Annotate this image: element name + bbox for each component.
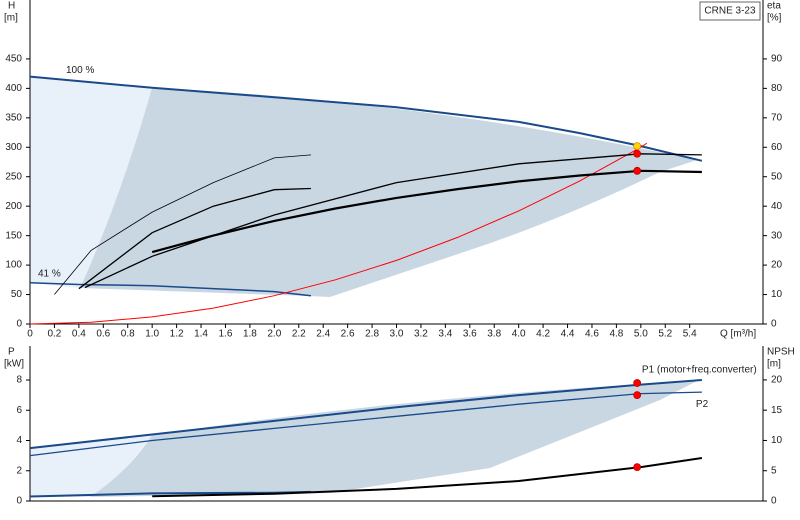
duty-point	[633, 379, 642, 387]
y-tick-label: 50	[11, 289, 23, 300]
y-axis-label: P	[8, 347, 15, 358]
axis-frame	[29, 346, 764, 502]
curve	[29, 379, 702, 450]
chart-title: CRNE 3-23	[704, 6, 756, 17]
y2-tick-label: 10	[771, 435, 783, 446]
x-tick-label: 3.2	[414, 329, 428, 340]
y-tick-label: 450	[5, 54, 22, 65]
y2-tick-label: 0	[771, 496, 777, 507]
y2-axis-label: NPSH	[767, 347, 795, 358]
x-tick-label: 4.6	[585, 329, 599, 340]
y-tick-label: 6	[16, 405, 22, 416]
x-tick-label: 4.8	[609, 329, 623, 340]
curve-label: 100 %	[66, 65, 94, 76]
x-tick-label: 4.2	[536, 329, 550, 340]
curve-label: 41 %	[38, 268, 61, 279]
x-tick-label: 4.0	[512, 329, 526, 340]
x-tick-label: 5.4	[683, 329, 697, 340]
curve	[29, 75, 703, 162]
x-tick-label: 3.4	[438, 329, 452, 340]
y2-axis-unit: [%]	[767, 13, 782, 24]
x-tick-label: 3.0	[390, 329, 404, 340]
y-tick-label: 100	[5, 260, 22, 271]
y-axis-label: H	[8, 1, 15, 12]
x-tick-label: 0.6	[96, 329, 110, 340]
y-tick-label: 8	[16, 375, 22, 386]
curve	[152, 457, 703, 498]
y-tick-label: 400	[5, 83, 22, 94]
x-axis-label: Q [m³/h]	[720, 329, 756, 340]
y-tick-label: 0	[16, 496, 22, 507]
y2-tick-label: 5	[771, 465, 777, 476]
x-tick-label: 5.2	[658, 329, 672, 340]
curve	[29, 391, 702, 457]
x-tick-label: 1.0	[145, 329, 159, 340]
x-tick-label: 0.2	[47, 329, 61, 340]
y2-tick-label: 10	[771, 289, 783, 300]
y2-tick-label: 50	[771, 171, 783, 182]
x-tick-label: 0	[27, 329, 33, 340]
curve-label: P2	[696, 399, 709, 410]
duty-point	[633, 463, 642, 471]
y-tick-label: 350	[5, 112, 22, 123]
duty-point	[633, 391, 642, 400]
curve	[54, 154, 312, 295]
y-tick-label: 250	[5, 171, 22, 182]
x-tick-label: 1.4	[194, 329, 208, 340]
y2-tick-label: 60	[771, 142, 783, 153]
curve	[151, 169, 702, 254]
x-tick-label: 0.8	[121, 329, 135, 340]
y2-tick-label: 40	[771, 201, 783, 212]
y-axis-unit: [kW]	[4, 359, 24, 370]
title-box	[699, 1, 761, 21]
x-tick-label: 1.6	[219, 329, 233, 340]
x-tick-label: 2.4	[316, 329, 330, 340]
y2-axis-label: eta	[767, 1, 781, 12]
x-tick-label: 3.8	[487, 329, 501, 340]
y-tick-label: 2	[16, 465, 22, 476]
x-tick-label: 5.0	[634, 329, 648, 340]
y2-tick-label: 30	[771, 230, 783, 241]
y2-tick-label: 80	[771, 83, 783, 94]
y-tick-label: 4	[16, 435, 22, 446]
y2-tick-label: 0	[771, 319, 777, 330]
duty-point	[633, 142, 642, 150]
x-tick-label: 0.4	[72, 329, 86, 340]
y-tick-label: 0	[16, 319, 22, 330]
y2-tick-label: 20	[771, 260, 783, 271]
y2-tick-label: 20	[771, 375, 783, 386]
x-tick-label: 2.8	[365, 329, 379, 340]
curve	[78, 187, 312, 290]
x-tick-label: 1.8	[243, 329, 257, 340]
curve-label: P1 (motor+freq.converter)	[642, 365, 757, 376]
y2-tick-label: 15	[771, 405, 783, 416]
y2-tick-label: 70	[771, 112, 783, 123]
y2-tick-label: 90	[771, 54, 783, 65]
y-tick-label: 300	[5, 142, 22, 153]
y-tick-label: 150	[5, 230, 22, 241]
range-light	[30, 77, 152, 288]
duty-point	[633, 149, 642, 158]
y-tick-label: 200	[5, 201, 22, 212]
x-tick-label: 2.6	[341, 329, 355, 340]
range-light	[30, 435, 152, 497]
x-tick-label: 4.4	[561, 329, 575, 340]
duty-point	[633, 166, 642, 175]
y-axis-unit: [m]	[4, 13, 18, 24]
range-shade	[90, 381, 697, 497]
x-tick-label: 3.6	[463, 329, 477, 340]
x-tick-label: 2.2	[292, 329, 306, 340]
x-tick-label: 2.0	[267, 329, 281, 340]
y2-axis-unit: [m]	[767, 359, 781, 370]
x-tick-label: 1.2	[170, 329, 184, 340]
range-shade	[80, 88, 697, 297]
